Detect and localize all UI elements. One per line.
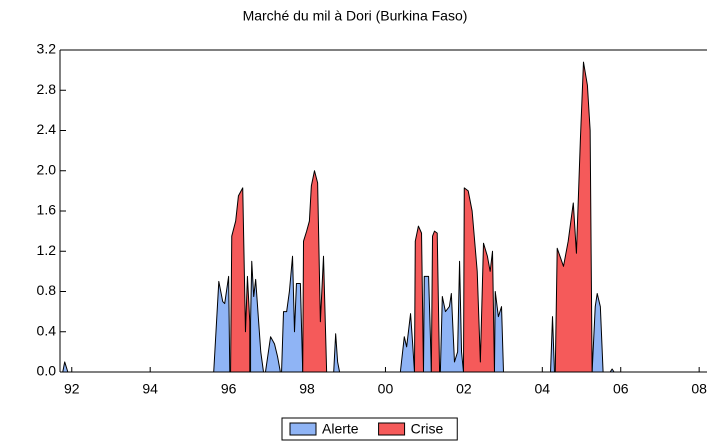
x-tick-label: 92 — [64, 381, 80, 397]
area — [62, 255, 615, 373]
x-tick-label: 94 — [142, 381, 158, 397]
x-tick-label: 04 — [535, 381, 551, 397]
x-tick-label: 08 — [691, 381, 707, 397]
legend-swatch — [378, 422, 406, 436]
x-tick-label: 02 — [456, 381, 472, 397]
chart-title: Marché du mil à Dori (Burkina Faso) — [243, 8, 468, 24]
legend: Alerte Crise — [281, 417, 458, 441]
x-tick-label: 98 — [299, 381, 315, 397]
legend-label: Alerte — [322, 421, 359, 437]
y-tick-label: 0.8 — [37, 282, 57, 298]
y-tick-label: 0.0 — [37, 363, 57, 379]
legend-label: Crise — [411, 421, 444, 437]
x-tick-label: 06 — [613, 381, 629, 397]
legend-box — [281, 417, 458, 441]
y-tick-label: 2.0 — [37, 161, 57, 177]
legend-swatch — [289, 422, 317, 436]
x-tick-label: 96 — [221, 381, 237, 397]
y-tick-label: 1.2 — [37, 242, 57, 258]
y-tick-label: 2.8 — [37, 81, 57, 97]
x-tick-label: 00 — [378, 381, 394, 397]
y-tick-label: 3.2 — [37, 41, 57, 57]
area — [230, 61, 593, 373]
y-tick-label: 2.4 — [37, 121, 57, 137]
y-tick-label: 1.6 — [37, 202, 57, 218]
y-tick-label: 0.4 — [37, 322, 57, 338]
